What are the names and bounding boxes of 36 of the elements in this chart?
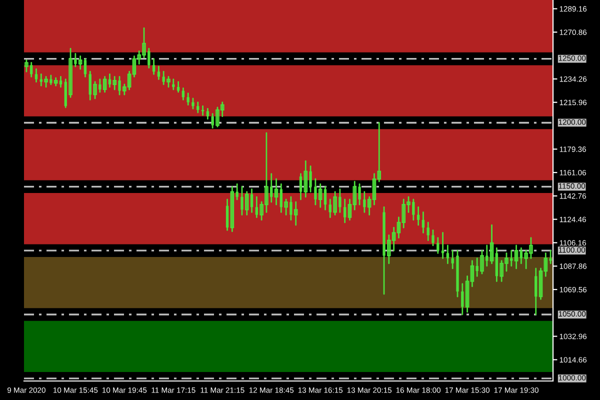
candlestick — [230, 186, 234, 232]
candlestick — [152, 58, 156, 75]
candlestick — [514, 244, 518, 270]
candlestick — [226, 198, 229, 231]
candlestick — [157, 66, 160, 80]
candlestick — [186, 92, 190, 106]
candlestick — [54, 77, 58, 86]
candlestick — [274, 178, 278, 206]
candlestick — [426, 222, 430, 242]
candlestick — [304, 160, 308, 198]
candlestick — [78, 56, 82, 70]
candlestick — [176, 81, 180, 93]
candlestick — [24, 59, 28, 72]
candlestick — [446, 244, 450, 264]
candlestick — [318, 183, 322, 208]
candlestick — [84, 58, 87, 78]
candlestick — [196, 102, 200, 114]
candlestick — [102, 76, 107, 93]
candlestick — [244, 191, 249, 216]
candlestick — [34, 68, 38, 83]
candlestick — [534, 268, 538, 316]
candlestick — [422, 212, 425, 234]
candlestick — [451, 250, 454, 270]
candlestick — [59, 76, 62, 88]
candlestick — [192, 98, 194, 110]
candlestick — [294, 201, 298, 226]
candlestick — [490, 224, 494, 264]
candlestick — [436, 237, 440, 254]
candlestick — [432, 229, 434, 246]
candlestick — [461, 283, 464, 316]
candlestick — [343, 198, 346, 224]
candlestick — [206, 108, 210, 120]
candlestick — [299, 173, 302, 200]
candlestick — [416, 206, 420, 226]
candlestick — [166, 76, 170, 88]
candlestick — [112, 76, 117, 90]
